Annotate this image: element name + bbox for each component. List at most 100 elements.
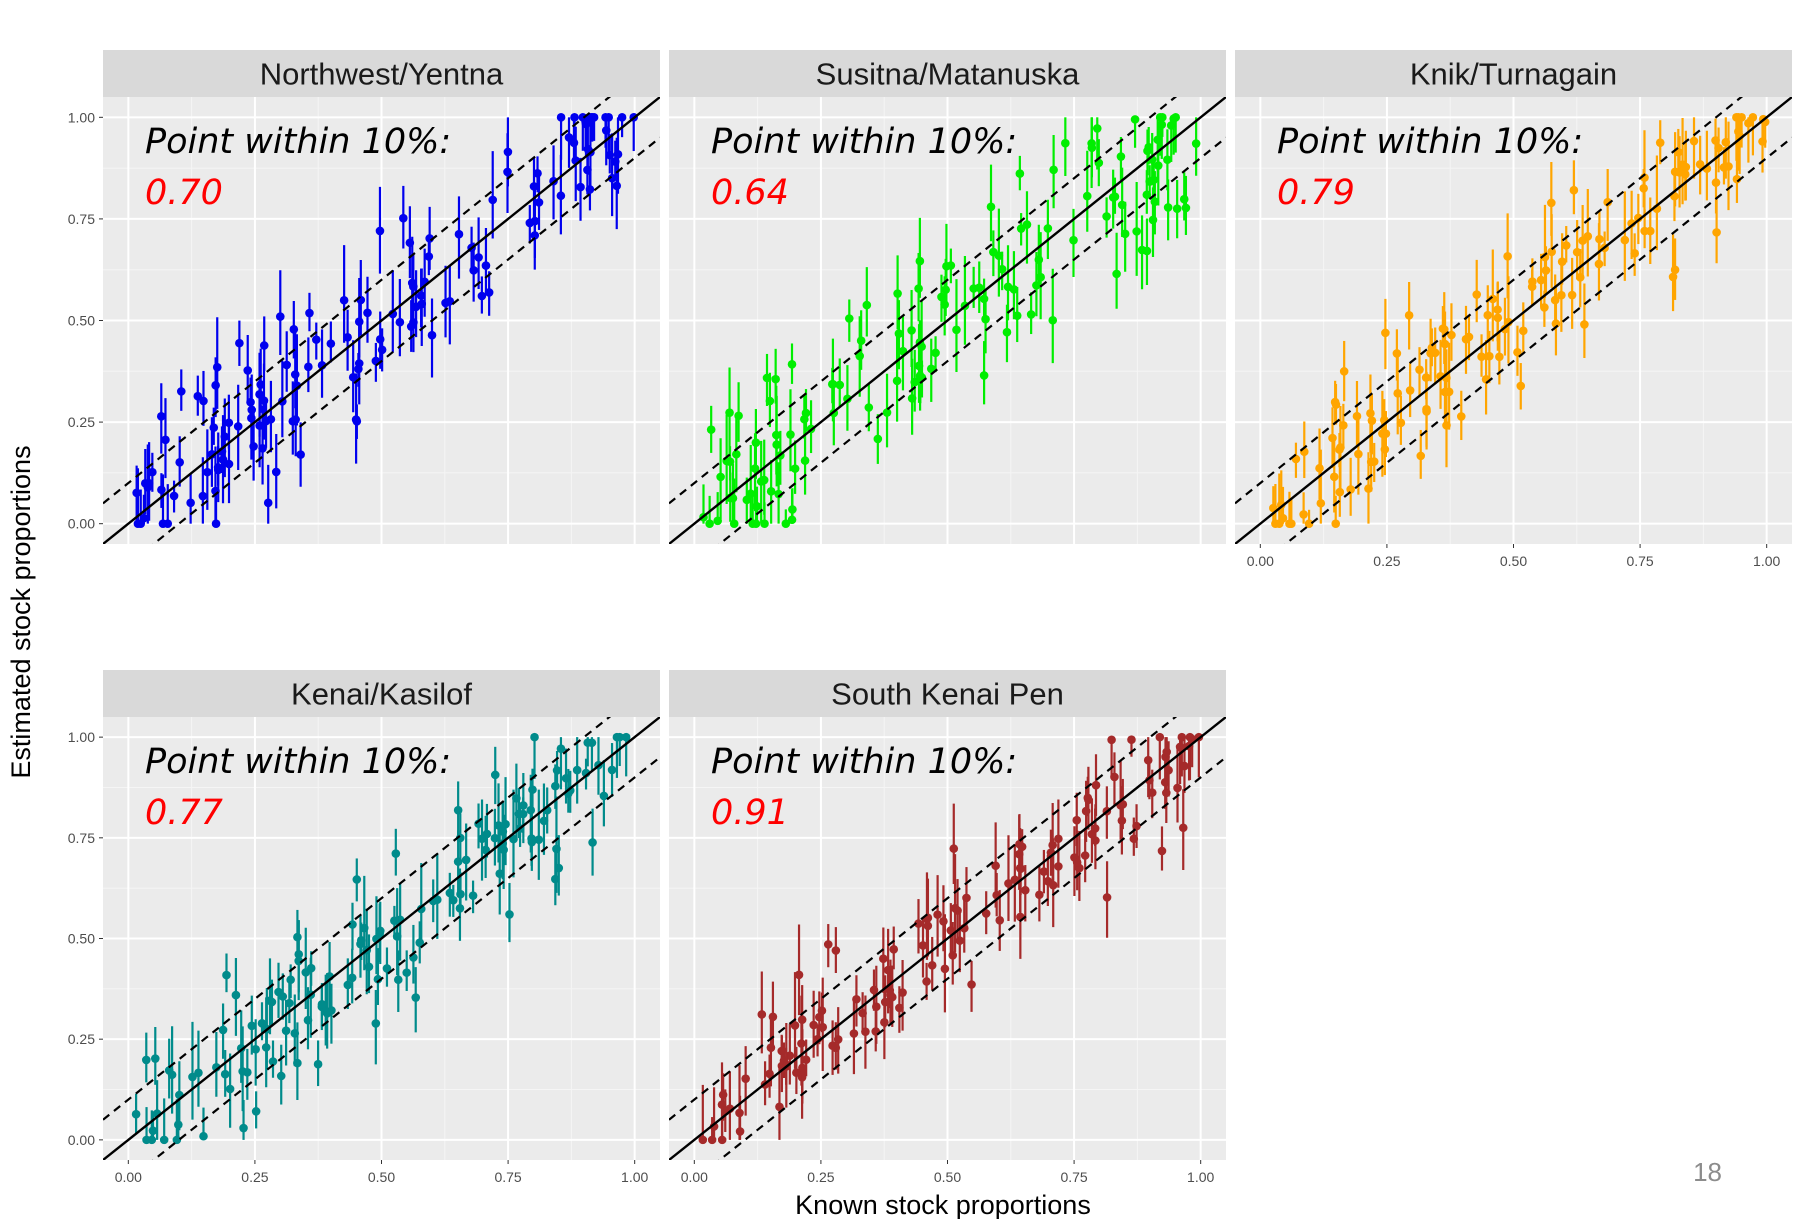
data-point (1422, 404, 1431, 414)
data-point (1352, 411, 1362, 421)
data-point (1017, 842, 1027, 852)
data-point (141, 1055, 151, 1065)
data-point (827, 379, 837, 389)
data-point (939, 917, 948, 926)
data-point (176, 387, 186, 396)
data-point (1049, 165, 1058, 175)
x-tick-label: 0.50 (368, 1169, 395, 1185)
data-point (1149, 175, 1159, 185)
data-point (275, 312, 285, 321)
data-point (1039, 867, 1049, 876)
accuracy-value: 0.79 (1277, 173, 1355, 213)
data-point (1163, 203, 1173, 212)
data-point (343, 332, 352, 342)
data-point (1178, 823, 1188, 833)
data-point (220, 432, 230, 441)
y-tick-label: 1.00 (68, 109, 95, 125)
data-point (768, 1012, 778, 1022)
data-point (1675, 168, 1684, 177)
data-point (1130, 115, 1140, 124)
data-point (717, 1100, 727, 1109)
accuracy-label: Point within 10%: (145, 742, 451, 782)
x-tick-label: 0.00 (115, 1169, 142, 1185)
data-point (790, 464, 800, 473)
data-point (432, 895, 442, 904)
data-point (268, 1057, 278, 1066)
data-point (894, 329, 904, 338)
data-point (1335, 487, 1345, 497)
data-point (454, 229, 464, 239)
data-point (193, 391, 203, 401)
data-point (305, 308, 314, 318)
data-point (441, 298, 450, 308)
data-point (800, 456, 810, 465)
data-point (391, 849, 401, 858)
data-point (1142, 190, 1152, 200)
data-point (1540, 303, 1549, 312)
data-point (405, 238, 415, 248)
identity-line (669, 97, 1226, 544)
data-point (1020, 885, 1030, 895)
data-point (570, 113, 579, 122)
data-point (1627, 219, 1636, 228)
data-point (363, 308, 372, 318)
x-axis-title: Known stock proportions (795, 1190, 1091, 1219)
data-point (578, 113, 588, 122)
data-point (212, 362, 222, 372)
data-point (1495, 352, 1504, 362)
data-point (940, 964, 950, 974)
data-point (1737, 113, 1746, 122)
data-point (1155, 113, 1165, 122)
data-point (1364, 484, 1373, 493)
identity-line (669, 717, 1226, 1160)
data-point (967, 980, 976, 989)
data-point (1695, 159, 1705, 169)
data-point (211, 380, 220, 390)
data-point (732, 449, 741, 459)
data-point (481, 261, 491, 270)
data-point (529, 182, 539, 191)
data-point (950, 903, 960, 913)
data-point (1271, 519, 1280, 528)
data-point (1392, 349, 1402, 358)
data-point (823, 940, 833, 949)
data-point (873, 434, 883, 444)
data-point (991, 861, 1000, 871)
data-point (474, 253, 483, 262)
data-point (1016, 864, 1025, 873)
data-point (220, 1069, 230, 1079)
data-point (1026, 310, 1036, 319)
lower-bound-line (1283, 136, 1792, 544)
x-tick-label: 0.50 (934, 1169, 961, 1185)
data-point (1569, 185, 1579, 195)
data-point (927, 961, 937, 970)
data-point (801, 1055, 811, 1065)
data-point (263, 498, 273, 508)
data-point (952, 325, 961, 335)
data-point (271, 467, 281, 477)
data-point (1536, 275, 1546, 285)
data-point (1181, 203, 1191, 213)
data-point (787, 359, 797, 369)
accuracy-label: Point within 10%: (711, 122, 1017, 162)
upper-bound-line (1235, 97, 1744, 505)
data-point (741, 1074, 750, 1083)
data-point (225, 1084, 235, 1094)
data-point (1328, 433, 1337, 443)
data-point (1087, 139, 1096, 148)
data-point (1485, 351, 1494, 361)
data-point (786, 430, 795, 439)
data-point (833, 1035, 843, 1044)
data-point (375, 929, 385, 939)
x-tick-label: 0.75 (494, 1169, 521, 1185)
data-point (771, 374, 780, 384)
data-point (1003, 282, 1013, 292)
data-point (617, 113, 627, 122)
data-point (551, 781, 560, 791)
data-point (1416, 451, 1426, 461)
data-point (1369, 457, 1379, 466)
x-tick-label: 0.25 (241, 1169, 268, 1185)
data-point (258, 443, 267, 453)
data-point (1153, 161, 1163, 170)
data-point (1082, 191, 1092, 201)
